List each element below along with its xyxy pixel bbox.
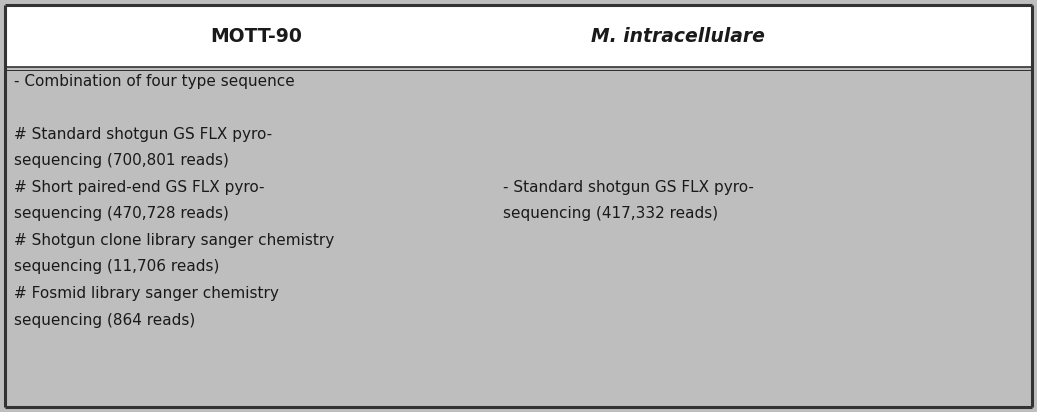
Bar [5, 67, 1032, 407]
Bar [5, 5, 1032, 67]
Text: # Fosmid library sanger chemistry: # Fosmid library sanger chemistry [15, 286, 279, 301]
Text: sequencing (11,706 reads): sequencing (11,706 reads) [15, 260, 220, 274]
Text: sequencing (417,332 reads): sequencing (417,332 reads) [503, 206, 719, 222]
Text: # Standard shotgun GS FLX pyro-: # Standard shotgun GS FLX pyro- [15, 127, 272, 142]
Text: sequencing (864 reads): sequencing (864 reads) [15, 312, 195, 328]
Text: MOTT-90: MOTT-90 [211, 26, 303, 45]
Text: sequencing (700,801 reads): sequencing (700,801 reads) [15, 154, 229, 169]
Text: # Shotgun clone library sanger chemistry: # Shotgun clone library sanger chemistry [15, 233, 334, 248]
Text: - Standard shotgun GS FLX pyro-: - Standard shotgun GS FLX pyro- [503, 180, 754, 195]
Text: sequencing (470,728 reads): sequencing (470,728 reads) [15, 206, 229, 222]
Text: M. intracellulare: M. intracellulare [591, 26, 764, 45]
Text: - Combination of four type sequence: - Combination of four type sequence [15, 74, 295, 89]
Text: # Short paired-end GS FLX pyro-: # Short paired-end GS FLX pyro- [15, 180, 264, 195]
